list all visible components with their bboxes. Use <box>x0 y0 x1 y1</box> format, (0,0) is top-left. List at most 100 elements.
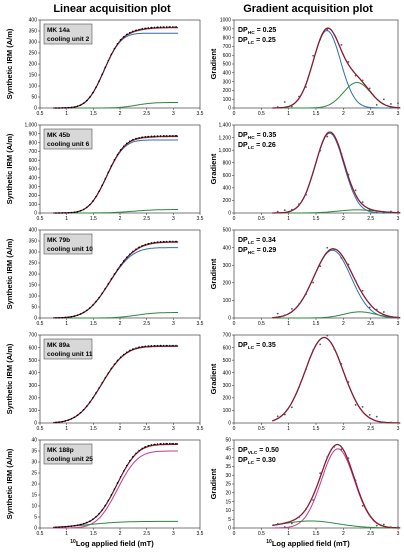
data-point <box>95 392 97 394</box>
x-tick-label: 0 <box>233 426 236 432</box>
x-tick-label: 3.5 <box>197 216 204 222</box>
data-point <box>169 442 171 445</box>
y-tick-label: 35 <box>31 449 37 455</box>
y-tick-label: 25 <box>225 482 231 488</box>
x-tick-label: 2.5 <box>367 111 374 117</box>
data-point <box>110 165 113 167</box>
gradient-plot-5: 0 5 10 15 20 25 30 35 40 45 50 0 0.5 1 1.5 2 2.5 3 Gradien… <box>209 438 401 537</box>
dp-label-main: DP <box>238 447 248 454</box>
data-point <box>67 106 70 109</box>
dp-label: DPLC = 0.26 <box>238 142 276 151</box>
y-tick-label: 100 <box>223 97 232 103</box>
dp-label-main: DP <box>238 342 248 349</box>
data-point <box>58 107 60 109</box>
dp-label-value: = 0.50 <box>257 447 279 454</box>
dp-label: DPHC = 0.25 <box>238 27 276 36</box>
dp-label-value: = 0.25 <box>254 37 276 44</box>
data-point <box>107 59 110 62</box>
dp-label-value: = 0.35 <box>255 132 277 139</box>
data-point <box>55 526 57 529</box>
green-component-curve <box>53 102 179 109</box>
data-point <box>125 351 128 354</box>
data-point <box>122 35 125 38</box>
data-point <box>298 386 300 389</box>
sample-label: MK 14a cooling unit 2 <box>43 23 93 45</box>
sample-id: MK 45b <box>47 132 70 139</box>
y-tick-label: 0 <box>34 526 37 532</box>
x-tick-label: 3 <box>397 321 400 327</box>
data-point <box>67 525 70 528</box>
y-tick-label: 100 <box>223 408 232 414</box>
y-tick-label: 300 <box>29 250 38 256</box>
data-point <box>58 421 60 423</box>
data-point <box>141 345 143 348</box>
data-point <box>340 362 343 365</box>
data-point <box>76 105 79 108</box>
data-point <box>89 401 91 403</box>
dp-label-sub: LC <box>248 345 255 351</box>
data-point <box>79 313 82 315</box>
gradient-y-axis-label: Gradient <box>209 48 218 79</box>
data-point <box>298 95 300 98</box>
data-point <box>132 250 134 253</box>
linear-y-axis-label: Synthetic IRM (A/m) <box>5 133 14 204</box>
x-tick-label: 3 <box>172 216 175 222</box>
y-tick-label: 600 <box>223 345 232 351</box>
data-point <box>347 457 350 460</box>
data-point <box>119 476 122 478</box>
x-tick-label: 2 <box>342 426 345 432</box>
data-point <box>64 107 67 109</box>
linear-plot-1: 0 50 100 150 200 250 300 350 400 0.5 1 1.5 2 2.5 3 3.5 S… <box>5 18 204 117</box>
data-point <box>361 289 364 292</box>
y-tick-label: 200 <box>29 193 38 199</box>
dp-label-sub: VLC <box>248 450 258 456</box>
data-point <box>276 415 279 418</box>
data-point <box>119 264 122 266</box>
y-tick-label: 5 <box>34 515 37 521</box>
y-tick-label: 0 <box>228 526 231 532</box>
data-point <box>58 526 60 528</box>
data-point <box>129 349 131 352</box>
data-point <box>110 367 113 370</box>
data-point <box>95 515 97 518</box>
data-point <box>175 344 177 347</box>
data-point <box>116 359 119 362</box>
y-tick-label: 700 <box>29 149 38 155</box>
x-tick-label: 2 <box>119 426 122 432</box>
data-point <box>326 334 329 337</box>
x-tick-label: 1.5 <box>90 111 97 117</box>
data-point <box>85 521 88 524</box>
x-tick-label: 1 <box>65 426 68 432</box>
y-tick-label: 400 <box>29 370 38 376</box>
x-tick-label: 0.5 <box>37 531 44 537</box>
data-point <box>347 381 350 383</box>
data-point <box>138 346 140 349</box>
data-point <box>107 171 110 174</box>
data-point <box>172 240 174 243</box>
gradient-plot-4: 0 100 200 300 400 500 600 700 0 0.5 1 1.5 2 2.5 3 Gradi… <box>209 333 401 432</box>
x-tick-label: 0.5 <box>258 426 265 432</box>
data-point <box>132 138 134 141</box>
dp-label-sub: LC <box>248 145 255 151</box>
x-tick-label: 1 <box>65 321 68 327</box>
right-x-axis-label-main: Log applied field (mT) <box>272 539 350 548</box>
y-tick-label: 400 <box>29 176 38 182</box>
data-point <box>113 273 116 275</box>
data-point <box>101 382 103 384</box>
dp-label-value: = 0.29 <box>255 247 277 254</box>
dp-label-sub: LC <box>248 460 255 466</box>
gradient-y-axis-label: Gradient <box>209 468 218 499</box>
y-tick-label: 0 <box>228 106 231 112</box>
x-tick-label: 3 <box>172 531 175 537</box>
data-point <box>122 260 125 262</box>
data-point <box>382 98 385 101</box>
data-point <box>73 524 76 527</box>
y-tick-label: 200 <box>223 396 232 402</box>
data-point <box>159 26 162 28</box>
data-point <box>92 396 94 399</box>
data-point <box>390 210 392 213</box>
y-tick-label: 350 <box>29 29 38 35</box>
y-tick-label: 0 <box>228 316 231 322</box>
data-point <box>113 488 116 490</box>
x-tick-label: 0 <box>233 531 236 537</box>
